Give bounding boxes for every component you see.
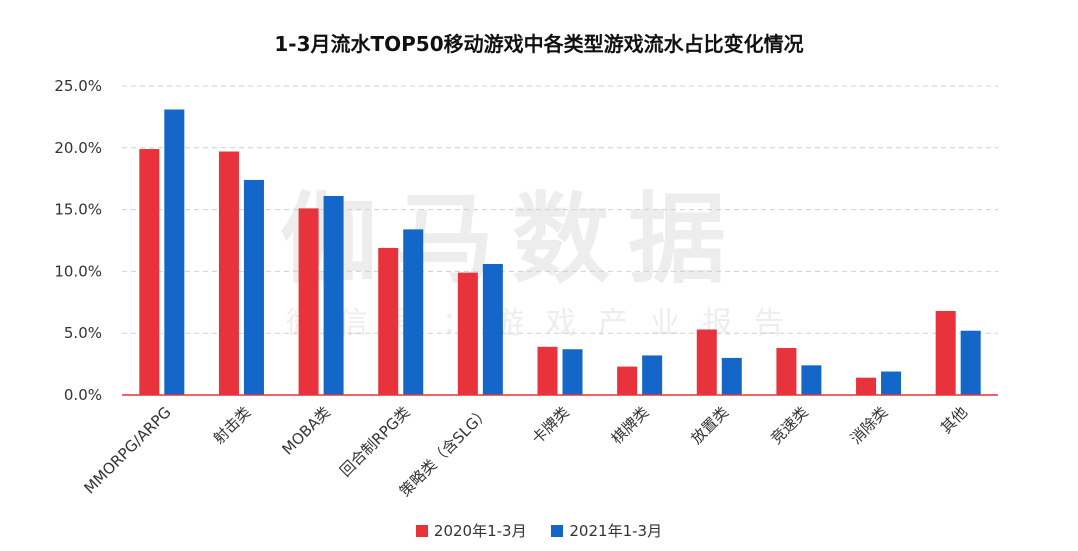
bar xyxy=(696,329,717,395)
bar xyxy=(243,179,264,395)
bar xyxy=(378,247,399,395)
legend-item-2021: 2021年1-3月 xyxy=(551,520,662,541)
x-tick-label: 卡牌类 xyxy=(528,403,573,448)
bar xyxy=(537,346,558,395)
bar xyxy=(562,349,583,395)
bar xyxy=(801,365,822,395)
x-tick-label: MMORPG/ARPG xyxy=(80,403,174,497)
x-tick-label: 其他 xyxy=(937,403,971,437)
x-tick-label: 放置类 xyxy=(688,403,733,448)
bar xyxy=(403,229,424,395)
y-tick-label: 0.0% xyxy=(64,386,102,404)
x-tick-label: 回合制RPG类 xyxy=(336,403,413,480)
x-tick-label: 棋牌类 xyxy=(608,403,653,448)
y-tick-label: 25.0% xyxy=(54,77,102,95)
bar xyxy=(642,355,663,395)
bar xyxy=(218,151,239,395)
x-tick-label: 射击类 xyxy=(210,403,255,448)
bar xyxy=(881,371,902,395)
y-tick-label: 5.0% xyxy=(64,324,102,342)
bar xyxy=(457,272,478,395)
bar xyxy=(323,196,344,395)
bar xyxy=(298,208,319,395)
chart-title: 1-3月流水TOP50移动游戏中各类型游戏流水占比变化情况 xyxy=(274,32,804,56)
bar xyxy=(139,149,160,395)
legend-label-2021: 2021年1-3月 xyxy=(569,522,663,540)
y-tick-label: 15.0% xyxy=(54,201,102,219)
bar xyxy=(721,357,742,395)
x-tick-label: 竞速类 xyxy=(767,403,812,448)
legend-swatch-2021 xyxy=(551,524,564,537)
x-tick-label: 消除类 xyxy=(847,403,892,448)
legend-item-2020: 2020年1-3月 xyxy=(415,520,527,541)
legend-label-2020: 2020年1-3月 xyxy=(433,522,527,540)
legend-swatch-2020 xyxy=(415,524,428,537)
x-tick-label: MOBA类 xyxy=(279,403,334,458)
bar xyxy=(617,366,638,395)
bar xyxy=(482,263,503,395)
y-tick-label: 10.0% xyxy=(54,262,102,280)
bar xyxy=(856,377,877,395)
bar xyxy=(776,348,797,395)
bar xyxy=(164,109,185,395)
legend: 2020年1-3月 2021年1-3月 xyxy=(0,520,1078,541)
bar xyxy=(960,330,981,395)
y-tick-label: 20.0% xyxy=(54,139,102,157)
bar xyxy=(935,310,956,395)
